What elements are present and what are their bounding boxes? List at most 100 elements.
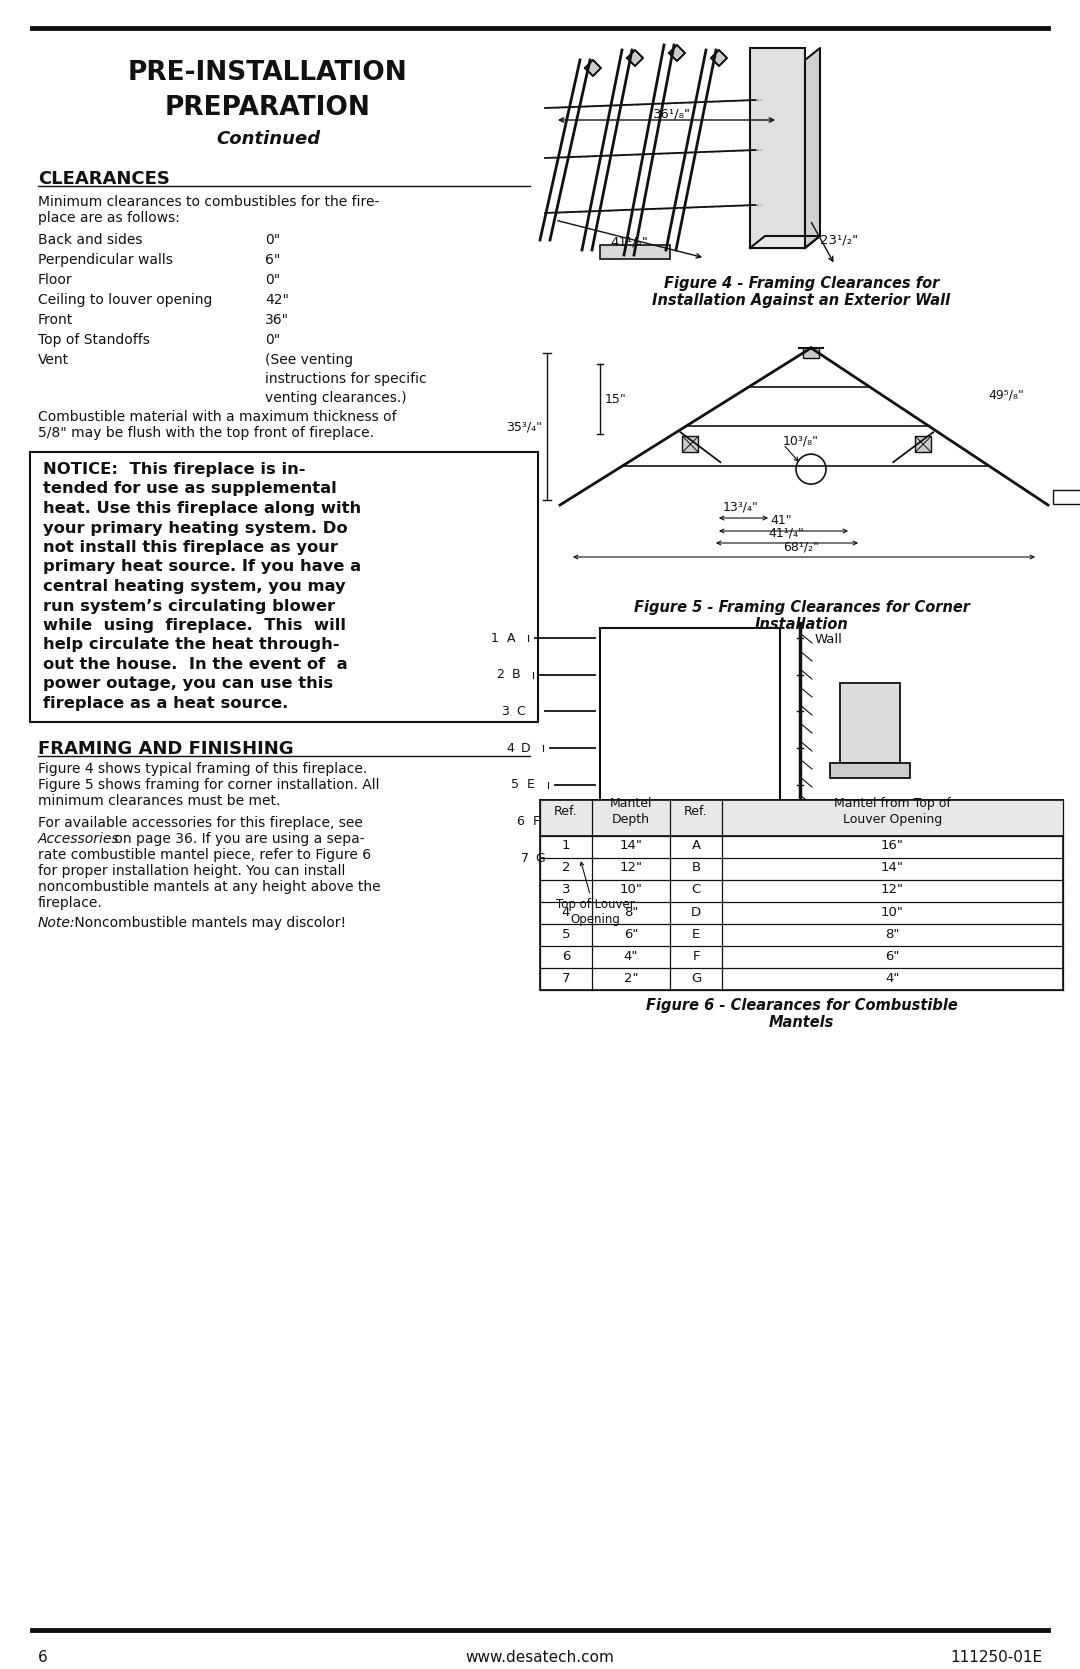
Text: 3: 3 xyxy=(501,704,509,718)
Bar xyxy=(915,436,931,452)
Bar xyxy=(540,799,1063,836)
Text: C: C xyxy=(516,704,525,718)
Polygon shape xyxy=(585,60,600,77)
Text: 12": 12" xyxy=(881,883,904,896)
Text: 1: 1 xyxy=(491,631,499,644)
Text: 6: 6 xyxy=(516,814,524,828)
Bar xyxy=(1053,491,1080,504)
Text: CLEARANCES: CLEARANCES xyxy=(38,170,170,189)
Text: noncombustible mantels at any height above the: noncombustible mantels at any height abo… xyxy=(38,880,380,895)
Text: Ref.: Ref. xyxy=(554,806,578,818)
Text: 15": 15" xyxy=(605,392,626,406)
Polygon shape xyxy=(711,50,727,67)
Text: Combustible material with a maximum thickness of: Combustible material with a maximum thic… xyxy=(38,411,396,424)
Text: 2: 2 xyxy=(496,668,504,681)
Text: Figure 4 shows typical framing of this fireplace.: Figure 4 shows typical framing of this f… xyxy=(38,763,367,776)
Text: 4: 4 xyxy=(562,906,570,918)
Text: A: A xyxy=(507,631,515,644)
Text: 0": 0" xyxy=(265,234,280,247)
Text: 6: 6 xyxy=(562,950,570,963)
Text: 0": 0" xyxy=(265,274,280,287)
Text: power outage, you can use this: power outage, you can use this xyxy=(43,676,333,691)
Text: Figure 5 shows framing for corner installation. All: Figure 5 shows framing for corner instal… xyxy=(38,778,379,793)
Text: 4": 4" xyxy=(886,971,900,985)
Text: 13³/₄": 13³/₄" xyxy=(724,501,759,514)
Text: PREPARATION: PREPARATION xyxy=(165,95,370,120)
Text: Installation: Installation xyxy=(755,618,849,633)
Bar xyxy=(600,245,670,259)
Text: fireplace.: fireplace. xyxy=(38,896,103,910)
Text: 2: 2 xyxy=(562,861,570,875)
Text: F: F xyxy=(532,814,540,828)
Text: Perpendicular walls: Perpendicular walls xyxy=(38,254,173,267)
Text: Ceiling to louver opening: Ceiling to louver opening xyxy=(38,294,213,307)
Text: 111250-01E: 111250-01E xyxy=(950,1651,1042,1666)
Text: Mantel from Top of
Louver Opening: Mantel from Top of Louver Opening xyxy=(834,798,950,826)
Text: 14": 14" xyxy=(620,840,643,853)
Text: while  using  fireplace.  This  will: while using fireplace. This will xyxy=(43,618,346,633)
Text: E: E xyxy=(692,928,700,941)
Text: out the house.  In the event of  a: out the house. In the event of a xyxy=(43,658,348,673)
Text: Continued: Continued xyxy=(216,130,320,149)
Text: help circulate the heat through-: help circulate the heat through- xyxy=(43,638,339,653)
Text: place are as follows:: place are as follows: xyxy=(38,210,180,225)
Text: B: B xyxy=(511,668,519,681)
Text: 10": 10" xyxy=(620,883,643,896)
Text: 8": 8" xyxy=(886,928,900,941)
Text: Noncombustible mantels may discolor!: Noncombustible mantels may discolor! xyxy=(70,916,346,930)
Text: (See venting
instructions for specific
venting clearances.): (See venting instructions for specific v… xyxy=(265,354,427,406)
Text: Top of Louver
Opening: Top of Louver Opening xyxy=(555,863,634,926)
Text: www.desatech.com: www.desatech.com xyxy=(465,1651,615,1666)
Text: 68¹/₂": 68¹/₂" xyxy=(783,541,819,552)
Text: Figure 4 - Framing Clearances for: Figure 4 - Framing Clearances for xyxy=(664,275,940,290)
Text: 7: 7 xyxy=(562,971,570,985)
Text: 49⁵/₈": 49⁵/₈" xyxy=(988,389,1024,402)
Text: tended for use as supplemental: tended for use as supplemental xyxy=(43,481,337,496)
Text: 16": 16" xyxy=(881,840,904,853)
Text: B: B xyxy=(691,861,701,875)
Text: 41": 41" xyxy=(770,514,792,527)
Text: Minimum clearances to combustibles for the fire-: Minimum clearances to combustibles for t… xyxy=(38,195,379,209)
Text: 6": 6" xyxy=(886,950,900,963)
Text: 36": 36" xyxy=(265,314,289,327)
Text: central heating system, you may: central heating system, you may xyxy=(43,579,346,594)
Polygon shape xyxy=(805,48,820,249)
Polygon shape xyxy=(750,235,820,249)
Text: NOTICE:  This fireplace is in-: NOTICE: This fireplace is in- xyxy=(43,462,306,477)
Bar xyxy=(840,683,900,763)
Bar xyxy=(540,799,1063,990)
Text: not install this fireplace as your: not install this fireplace as your xyxy=(43,541,338,556)
Bar xyxy=(600,628,780,905)
Text: 35³/₄": 35³/₄" xyxy=(507,421,542,432)
Text: Ref.: Ref. xyxy=(685,806,707,818)
Text: on page 36. If you are using a sepa-: on page 36. If you are using a sepa- xyxy=(110,833,365,846)
Text: Floor: Floor xyxy=(38,274,72,287)
Text: your primary heating system. Do: your primary heating system. Do xyxy=(43,521,348,536)
Text: Back and sides: Back and sides xyxy=(38,234,143,247)
Text: 41¹/₄": 41¹/₄" xyxy=(768,526,804,539)
Text: fireplace as a heat source.: fireplace as a heat source. xyxy=(43,696,288,711)
Text: D: D xyxy=(521,741,530,754)
Text: run system’s circulating blower: run system’s circulating blower xyxy=(43,599,335,614)
Text: 42": 42" xyxy=(265,294,289,307)
Text: 10": 10" xyxy=(881,906,904,918)
Text: FRAMING AND FINISHING: FRAMING AND FINISHING xyxy=(38,739,294,758)
Bar xyxy=(831,763,910,778)
Text: 3: 3 xyxy=(562,883,570,896)
Bar xyxy=(683,436,699,452)
Polygon shape xyxy=(669,45,685,62)
Text: Mantels: Mantels xyxy=(769,1015,834,1030)
Text: PRE-INSTALLATION: PRE-INSTALLATION xyxy=(129,60,408,87)
Text: Accessories: Accessories xyxy=(38,833,120,846)
Text: Front: Front xyxy=(38,314,73,327)
Text: 2": 2" xyxy=(624,971,638,985)
Text: G: G xyxy=(691,971,701,985)
Text: 0": 0" xyxy=(265,334,280,347)
Text: 14": 14" xyxy=(881,861,904,875)
Text: Vent: Vent xyxy=(38,354,69,367)
Text: 5: 5 xyxy=(511,778,519,791)
Text: A: A xyxy=(691,840,701,853)
Text: Wall: Wall xyxy=(815,633,842,646)
Text: 4": 4" xyxy=(624,950,638,963)
Text: 1: 1 xyxy=(562,840,570,853)
